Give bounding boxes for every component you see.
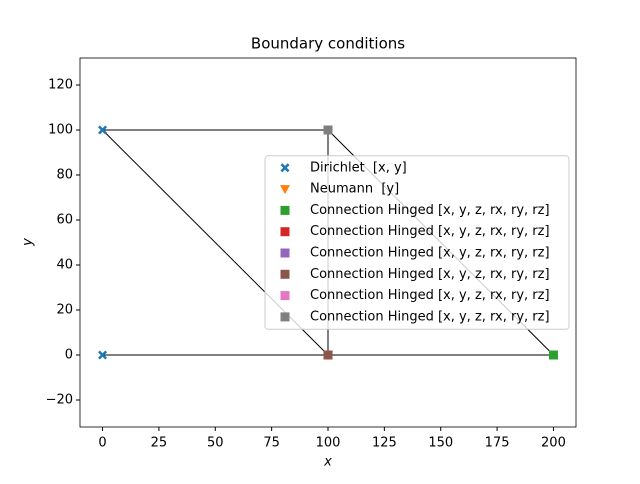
legend-marker [280,312,290,322]
legend-label: Connection Hinged [x, y, z, rx, ry, rz] [310,267,550,282]
x-tick-label: 50 [207,436,224,451]
legend-label: Dirichlet [x, y] [310,160,407,175]
point [98,350,108,360]
x-tick-label: 75 [263,436,280,451]
x-tick-label: 125 [372,436,397,451]
legend-label: Connection Hinged [x, y, z, rx, ry, rz] [310,203,550,218]
y-tick-label: 20 [56,303,73,318]
legend-marker [280,163,290,173]
legend-label: Connection Hinged [x, y, z, rx, ry, rz] [310,246,550,261]
point [323,125,333,135]
y-tick-label: 40 [56,258,73,273]
y-axis-label: y [21,238,36,247]
x-tick-label: 0 [98,436,106,451]
x-axis-label: x [323,455,332,470]
legend-box [264,155,570,330]
legend-label: Connection Hinged [x, y, z, rx, ry, rz] [310,288,550,303]
legend-marker [280,248,290,258]
y-tick-label: 0 [65,348,73,363]
y-tick-label: 120 [48,78,73,93]
x-tick-label: 150 [428,436,453,451]
legend-marker [280,227,290,237]
legend-label: Connection Hinged [x, y, z, rx, ry, rz] [310,224,550,239]
legend-marker [280,291,290,301]
y-tick-label: 80 [56,168,73,183]
axes-frame [79,57,577,428]
x-tick-label: 100 [316,436,341,451]
x-tick-label: 200 [541,436,566,451]
legend-label: Connection Hinged [x, y, z, rx, ry, rz] [310,309,550,324]
y-tick-label: 100 [48,123,73,138]
chart-title: Boundary conditions [251,35,405,53]
x-tick-label: 175 [485,436,510,451]
point [323,350,333,360]
x-tick-label: 25 [151,436,168,451]
point [98,125,108,135]
legend-marker [280,269,290,279]
legend-marker [280,185,290,195]
legend-label: Neumann [y] [310,182,399,197]
legend: Dirichlet [x, y] Neumann [y] Connection Hi… [264,155,570,330]
legend-marker [280,205,290,215]
y-tick-label: 60 [56,213,73,228]
point [548,350,558,360]
y-tick-label: −20 [46,393,73,408]
